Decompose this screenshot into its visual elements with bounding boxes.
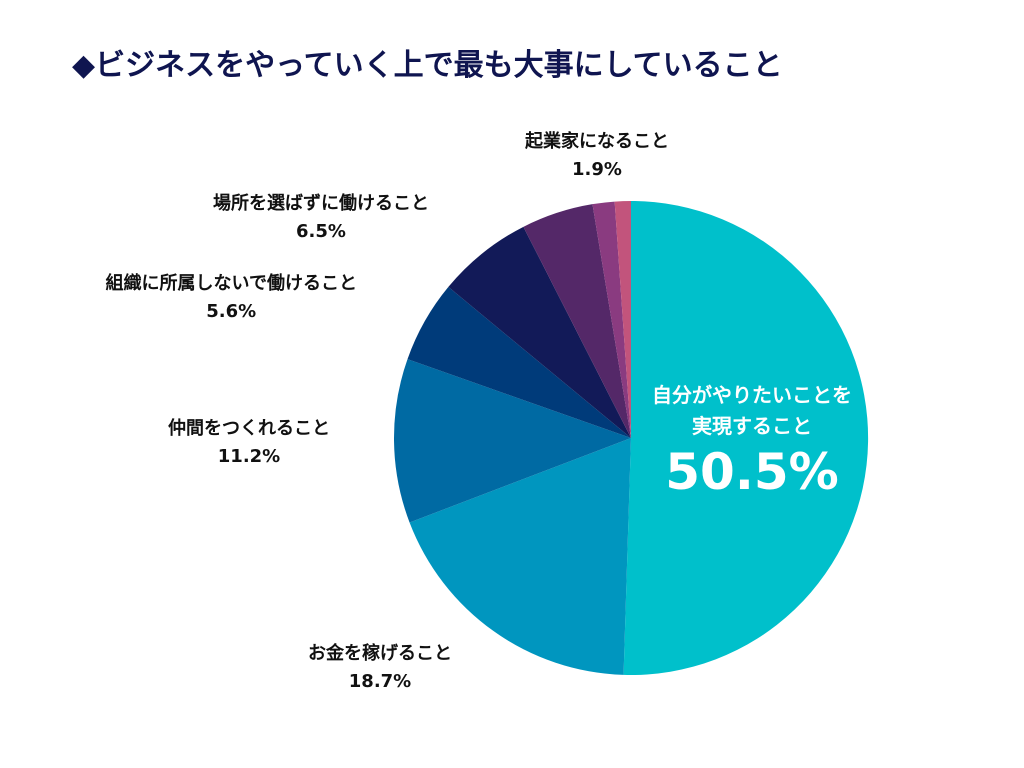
slice-label-text: 実現すること: [692, 414, 812, 438]
pie-slice-4: [448, 226, 631, 438]
slice-label-text: 仲間をつくれること: [168, 418, 330, 439]
pie-slice-3: [407, 286, 631, 438]
pie-slice-5: [523, 204, 631, 438]
slice-percent: 50.5%: [665, 443, 839, 501]
slice-label-text: 組織に所属しないで働けること: [105, 273, 357, 294]
slice-label-3: 組織に所属しないで働けること 5.6%: [106, 270, 357, 326]
pie-slice-2: [393, 359, 631, 523]
slice-label-text: お金を稼げること: [308, 643, 452, 664]
slice-label-7: 起業家になること 1.9%: [525, 128, 669, 184]
slice-label-1: お金を稼げること 18.7%: [308, 640, 452, 696]
slice-percent: 5.6%: [206, 300, 257, 322]
slice-label-text: 自分がやりたいことを: [652, 383, 852, 407]
slice-label-4: 場所を選ばずに働けること 6.5%: [213, 190, 429, 246]
slice-label-text: 場所を選ばずに働けること: [213, 193, 429, 214]
pie-slice-7: [614, 201, 631, 438]
slice-percent: 18.7%: [348, 670, 412, 692]
chart-title: ◆ビジネスをやっていく上で最も大事にしていること: [72, 48, 783, 83]
pie-slice-1: [409, 438, 631, 675]
slice-label-2: 仲間をつくれること 11.2%: [168, 415, 330, 471]
slice-percent: 1.9%: [572, 158, 622, 180]
slice-label-0: 自分がやりたいことを 実現すること 50.5%: [652, 380, 852, 502]
slice-percent: 6.5%: [296, 220, 346, 242]
pie-slice-0: [623, 200, 869, 675]
slice-percent: 11.2%: [217, 445, 281, 467]
slice-label-text: 起業家になること: [525, 131, 669, 152]
pie-slice-6: [592, 201, 631, 438]
